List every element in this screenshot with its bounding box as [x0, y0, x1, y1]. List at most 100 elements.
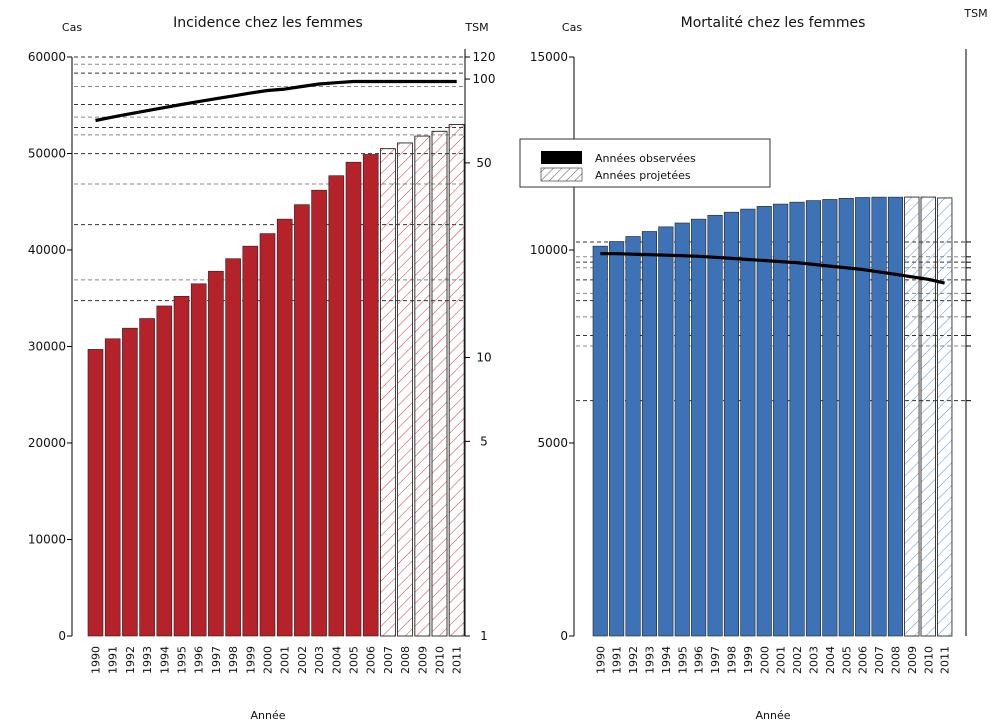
x-tick-label: 2001 — [279, 646, 292, 674]
x-tick-label: 2004 — [824, 646, 837, 674]
x-tick-label: 2005 — [348, 646, 361, 674]
projected-bar-outline — [414, 135, 431, 637]
observed-bar — [723, 211, 740, 637]
projected-bar-outline — [397, 142, 414, 637]
observed-bar — [87, 349, 104, 637]
x-tick-label: 1997 — [210, 646, 223, 674]
observed-bar — [674, 222, 690, 637]
projected-bar — [431, 130, 448, 637]
y-tick-label: 10000 — [28, 533, 66, 547]
x-tick-label: 2009 — [906, 646, 919, 674]
projected-bar-outline — [379, 148, 396, 637]
observed-bar — [871, 196, 887, 637]
observed-bar — [190, 283, 207, 637]
projected-bar-outline — [937, 197, 953, 637]
observed-bar — [789, 201, 805, 637]
observed-bar — [773, 203, 789, 637]
observed-bar — [707, 214, 723, 637]
y-tick-label: 0 — [58, 629, 66, 643]
x-tick-label: 2011 — [939, 646, 952, 674]
mortality-title: Mortalité chez les femmes — [681, 15, 866, 31]
observed-bar — [345, 161, 362, 637]
mortality-y2-axis — [965, 49, 971, 636]
x-tick-label: 2008 — [889, 646, 902, 674]
x-tick-label: 1997 — [709, 646, 722, 674]
x-tick-label: 2005 — [840, 646, 853, 674]
legend-label-projected: Années projetées — [595, 169, 691, 182]
mortality-ylabel-tsm: TSM — [963, 7, 987, 20]
x-tick-label: 1999 — [742, 646, 755, 674]
x-tick-label: 1992 — [124, 646, 137, 674]
x-tick-label: 2009 — [416, 646, 429, 674]
x-tick-label: 1999 — [244, 646, 257, 674]
y-tick-label: 20000 — [28, 436, 66, 450]
projected-bar — [414, 135, 431, 637]
mortality-tsm-line — [600, 252, 945, 285]
incidence-ylabel-tsm: TSM — [464, 21, 488, 34]
mortality-x-axis: 1990 1991 1992 1993 1994 1995 1996 1997 1998 1999… — [594, 646, 951, 674]
observed-bar — [822, 199, 838, 637]
x-tick-label: 2006 — [365, 646, 378, 674]
y2-tick-label: 10 — [476, 351, 491, 365]
observed-bar — [625, 236, 641, 637]
projected-bar-outline — [448, 124, 465, 637]
tsm-line — [95, 79, 457, 123]
incidence-xlabel: Année — [250, 709, 285, 722]
y-tick-label: 30000 — [28, 340, 66, 354]
mortality-panel: Mortalité chez les femmes Cas TSM Année … — [530, 7, 988, 722]
observed-bar — [740, 208, 756, 637]
x-tick-label: 2001 — [775, 646, 788, 674]
x-tick-label: 2000 — [758, 646, 771, 674]
observed-bar — [641, 231, 658, 637]
x-tick-label: 1993 — [643, 646, 656, 674]
y-tick-label: 0 — [560, 629, 568, 643]
projected-bar — [904, 196, 920, 637]
x-tick-label: 2007 — [382, 646, 395, 674]
legend-swatch-observed — [541, 151, 582, 164]
x-tick-label: 2010 — [434, 646, 447, 674]
legend-label-observed: Années observées — [595, 152, 696, 165]
mortality-ylabel-cas: Cas — [562, 21, 582, 34]
observed-bar — [139, 318, 155, 637]
y2-tick-label: 100 — [473, 72, 496, 86]
observed-bar — [592, 245, 608, 637]
projected-bar — [920, 196, 936, 637]
observed-bar — [838, 197, 854, 637]
observed-bar — [173, 296, 190, 637]
x-tick-label: 1994 — [660, 646, 673, 674]
x-tick-label: 2002 — [791, 646, 804, 674]
observed-bar — [208, 270, 224, 637]
legend: Années observées Années projetées — [519, 138, 771, 188]
incidence-bars — [87, 124, 465, 637]
x-tick-label: 1994 — [158, 646, 171, 674]
x-tick-label: 2000 — [262, 646, 275, 674]
projected-bar-outline — [904, 196, 920, 637]
legend-swatch-projected — [540, 167, 583, 182]
y-tick-label: 5000 — [537, 436, 568, 450]
observed-bar — [691, 218, 707, 637]
x-tick-label: 2004 — [330, 646, 343, 674]
observed-bar — [855, 197, 871, 637]
x-tick-label: 2003 — [313, 646, 326, 674]
y2-tick-label: 120 — [473, 50, 496, 64]
x-tick-label: 1990 — [594, 646, 607, 674]
x-tick-label: 1995 — [176, 646, 189, 674]
y2-tick-label: 50 — [476, 156, 491, 170]
observed-bar — [658, 226, 674, 637]
observed-bar — [294, 204, 310, 637]
x-tick-label: 1992 — [627, 646, 640, 674]
observed-bar — [311, 189, 327, 637]
projected-bar — [448, 124, 465, 637]
y-tick-label: 60000 — [28, 50, 66, 64]
y-tick-label: 10000 — [530, 243, 568, 257]
incidence-y2-axis: 1 5 10 50 100 120 — [464, 49, 496, 643]
y2-tick-label: 1 — [480, 629, 488, 643]
observed-bar — [756, 206, 772, 637]
projected-bar — [379, 148, 396, 637]
mortality-y-axis: 0 5000 10000 15000 — [530, 50, 575, 643]
x-tick-label: 1991 — [107, 646, 120, 674]
projected-bar-outline — [431, 130, 448, 637]
observed-bar — [805, 200, 822, 637]
observed-bar — [887, 196, 904, 637]
